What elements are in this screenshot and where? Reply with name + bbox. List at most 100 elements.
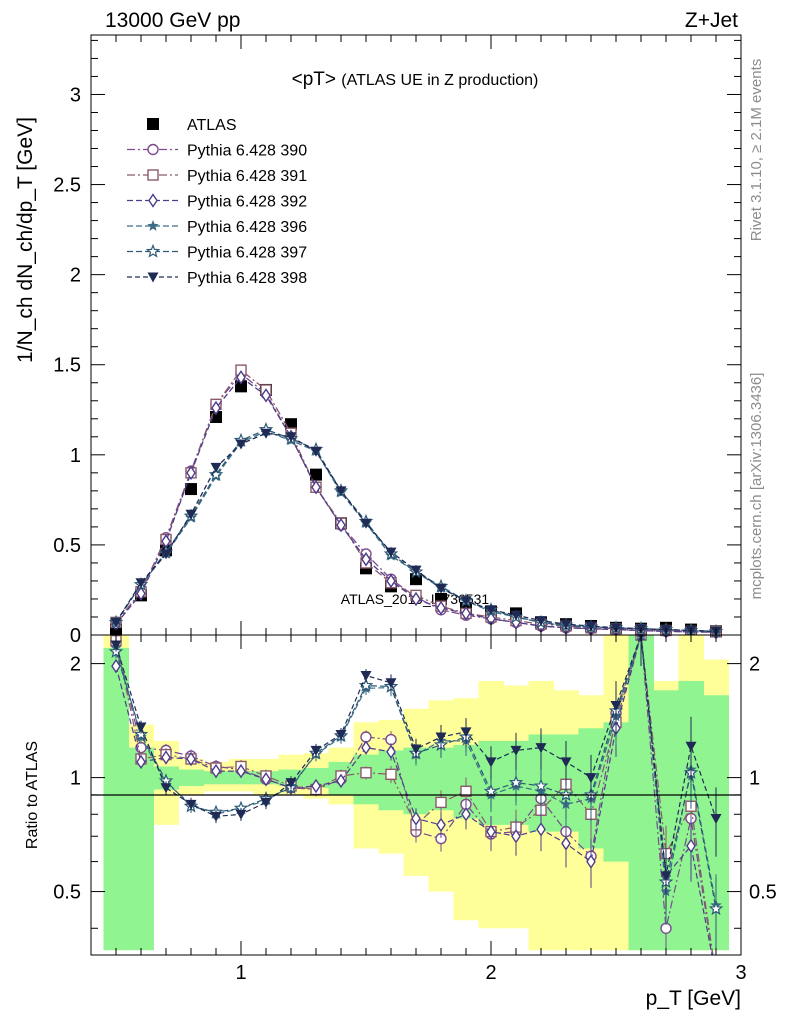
ratio-y-axis-label: Ratio to ATLAS (24, 741, 41, 849)
ratio-point (261, 771, 271, 787)
ratio-point (685, 741, 697, 752)
ratio-point (558, 787, 574, 802)
data-point (411, 591, 421, 607)
main-y-tick-label: 2.5 (53, 175, 81, 197)
legend-marker (147, 169, 159, 181)
ratio-point (133, 726, 149, 741)
header-left-label: 13000 GeV pp (105, 9, 240, 32)
ratio-point (235, 809, 247, 820)
data-point (186, 465, 196, 481)
data-point (435, 583, 447, 594)
ratio-point (135, 722, 147, 733)
ratio-point (460, 727, 472, 738)
data-point (310, 468, 322, 481)
band-bin (103, 647, 129, 951)
ratio-y-tick-label-left: 1 (70, 768, 81, 790)
data-point (185, 509, 197, 520)
ratio-point (586, 854, 596, 869)
rivet-version-label: Rivet 3.1.10, ≥ 2.1M events (748, 59, 765, 242)
legend-label: Pythia 6.428 396 (187, 219, 307, 236)
ratio-point (385, 678, 397, 689)
ratio-point (436, 817, 446, 833)
ratio-point (111, 658, 121, 674)
legend-item: Pythia 6.428 392 (127, 193, 307, 211)
data-point (360, 518, 372, 529)
legend-marker (147, 272, 159, 283)
ratio-point (461, 807, 471, 822)
ratio-point (361, 740, 371, 755)
data-point (335, 486, 347, 497)
ratio-point (160, 783, 172, 794)
data-point (385, 547, 397, 558)
data-point (386, 573, 396, 589)
legend: ATLAS Pythia 6.428 390 Pythia 6.428 391 Pyt… (127, 117, 307, 287)
ratio-y-tick-label-right: 1 (749, 768, 760, 790)
ratio-point (686, 838, 696, 854)
ratio-point (410, 744, 422, 755)
data-point (235, 380, 247, 393)
legend-item: Pythia 6.428 397 (127, 243, 307, 262)
legend-marker (147, 220, 159, 231)
ratio-point (161, 750, 171, 765)
ratio-point (561, 836, 571, 851)
band-bin (178, 769, 204, 787)
ratio-point (485, 757, 497, 768)
data-point (208, 466, 224, 481)
ratio-y-tick-label-right: 0.5 (749, 882, 777, 904)
data-point (210, 462, 222, 473)
ratio-point (533, 778, 549, 793)
ratio-point (236, 763, 246, 779)
main-y-tick-label: 1 (70, 445, 81, 467)
legend-label: Pythia 6.428 392 (187, 194, 307, 211)
ratio-point (536, 822, 546, 837)
ratio-point (285, 778, 297, 789)
ratio-point (411, 811, 421, 826)
data-point (361, 552, 371, 567)
ratio-point (510, 745, 522, 756)
ratio-point (435, 732, 447, 743)
legend-item: Pythia 6.428 391 (127, 168, 307, 185)
ratio-point (185, 799, 197, 810)
ratio-point (211, 763, 221, 779)
band-bin (303, 768, 329, 788)
data-point (410, 565, 422, 576)
legend-label: Pythia 6.428 391 (187, 168, 307, 185)
ratio-point (310, 745, 322, 756)
ratio-point (186, 751, 196, 767)
legend-marker (147, 118, 159, 130)
ratio-point (660, 871, 672, 882)
main-y-tick-label: 3 (70, 84, 81, 106)
ratio-point (260, 797, 272, 808)
data-point (485, 605, 497, 616)
band-bin (628, 635, 654, 951)
x-axis-label: p_T [GeV] (646, 987, 741, 1010)
band-bin (128, 747, 154, 951)
data-point (310, 446, 322, 457)
ratio-series-2 (111, 635, 717, 955)
ratio-point (435, 796, 447, 809)
data-point (136, 586, 146, 601)
main-y-tick-label: 2 (70, 265, 81, 287)
ratio-point (110, 640, 122, 651)
ratio-point (311, 778, 321, 794)
x-tick-label: 1 (235, 962, 246, 984)
main-y-tick-label: 0.5 (53, 535, 81, 557)
mcplots-label: mcplots.cern.ch [arXiv:1306.3436] (748, 373, 765, 600)
ratio-point (511, 828, 521, 844)
ratio-plot-frame (90, 634, 742, 956)
data-point (336, 517, 346, 533)
data-point (185, 483, 197, 496)
ratio-point (360, 671, 372, 682)
data-point (110, 617, 122, 628)
data-point (535, 616, 547, 627)
legend-item: Pythia 6.428 390 (127, 143, 307, 160)
main-title-sub: (ATLAS UE in Z production) (341, 72, 538, 89)
legend-label: Pythia 6.428 398 (187, 270, 307, 287)
main-y-tick-label: 0 (70, 625, 81, 647)
band-bin (353, 754, 379, 805)
ratio-point (560, 757, 572, 768)
main-panel: ATLAS_2019_I1736531 00.511.522.53 <pT> (… (53, 34, 742, 647)
ratio-point (708, 901, 724, 916)
ratio-point (486, 824, 496, 839)
